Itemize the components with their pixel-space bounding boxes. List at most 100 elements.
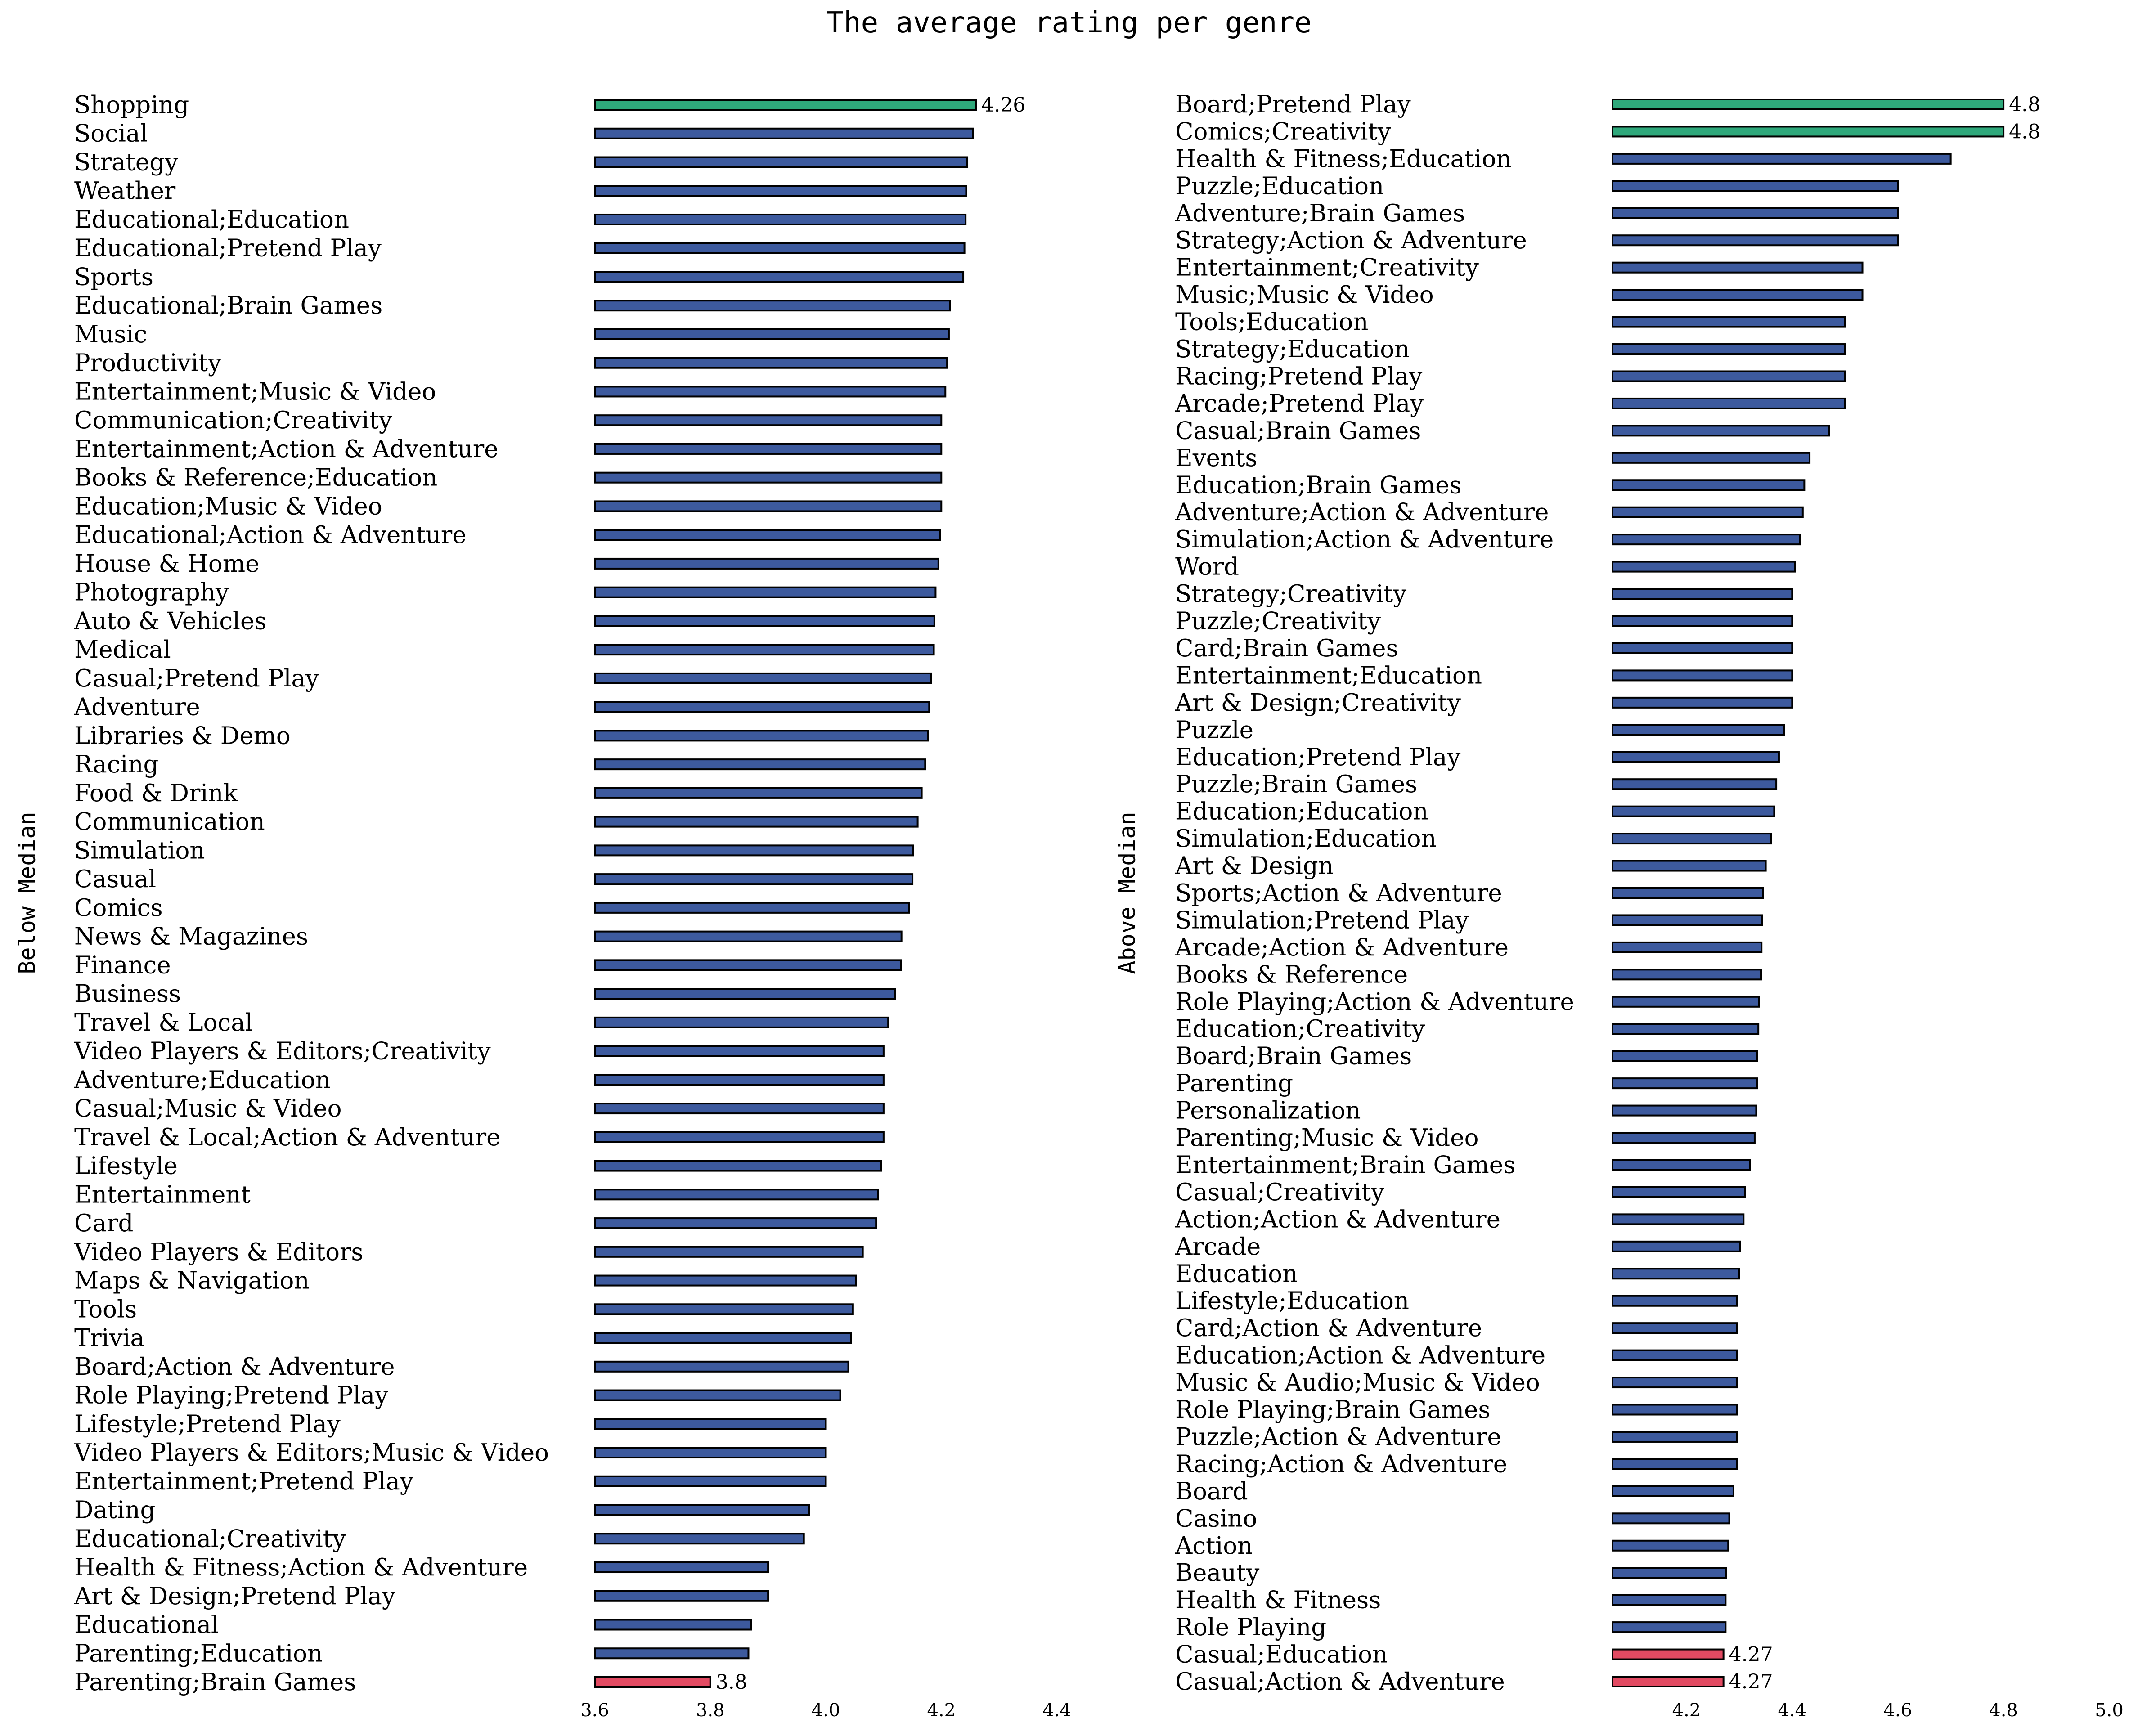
- category-label: Card;Brain Games: [1175, 635, 1398, 662]
- bar: [594, 844, 914, 857]
- category-label: Strategy;Creativity: [1175, 580, 1406, 608]
- category-label: Board;Brain Games: [1175, 1043, 1412, 1070]
- category-label: Health & Fitness: [1175, 1587, 1381, 1614]
- bar: [1612, 180, 1899, 192]
- bar: [594, 930, 903, 942]
- category-label: Racing: [74, 751, 158, 778]
- bar: [1612, 1023, 1760, 1035]
- bar: [594, 471, 943, 484]
- bar: [594, 529, 941, 541]
- bar: [594, 185, 967, 197]
- bar: [1612, 1539, 1729, 1552]
- x-tick-label: 4.2: [927, 1700, 956, 1721]
- category-label: Puzzle;Brain Games: [1175, 771, 1417, 798]
- bar: [594, 1074, 885, 1086]
- category-label: Education;Education: [1175, 798, 1428, 825]
- category-label: Casual;Creativity: [1175, 1179, 1384, 1206]
- x-tick-label: 4.0: [812, 1700, 840, 1721]
- category-label: Casual;Music & Video: [74, 1095, 342, 1122]
- category-label: Social: [74, 120, 148, 148]
- bar: [1612, 642, 1793, 654]
- bar: [594, 127, 974, 139]
- category-label: Simulation: [74, 837, 205, 864]
- bar: [1612, 370, 1846, 382]
- category-label: Arcade;Pretend Play: [1175, 390, 1424, 417]
- bar: [594, 443, 943, 455]
- category-label: Educational;Education: [74, 206, 349, 233]
- bar: [594, 300, 951, 312]
- category-label: Health & Fitness;Action & Adventure: [74, 1554, 528, 1581]
- bar: [1612, 207, 1899, 219]
- category-label: Books & Reference;Education: [74, 464, 437, 492]
- category-label: Health & Fitness;Education: [1175, 145, 1512, 173]
- left-y-axis-label: Below Median: [14, 812, 40, 974]
- category-label: Communication;Creativity: [74, 407, 392, 434]
- bar: [594, 1332, 852, 1344]
- bar: [594, 357, 948, 369]
- category-label: Entertainment: [74, 1181, 251, 1208]
- bar: [594, 873, 914, 885]
- category-label: Finance: [74, 951, 171, 979]
- category-label: Art & Design;Creativity: [1175, 689, 1461, 717]
- bar: [1612, 1186, 1746, 1198]
- bar: [594, 615, 935, 627]
- category-label: Role Playing: [1175, 1614, 1326, 1641]
- category-label: Arcade;Action & Adventure: [1175, 934, 1509, 961]
- bar: [1612, 615, 1793, 627]
- bar: [1612, 969, 1762, 981]
- category-label: Adventure;Education: [74, 1066, 331, 1094]
- category-label: Entertainment;Action & Adventure: [74, 435, 499, 463]
- bar: [1612, 1104, 1757, 1117]
- bar: [594, 1647, 750, 1660]
- category-label: Lifestyle;Pretend Play: [74, 1410, 341, 1438]
- bar: [1612, 1621, 1727, 1633]
- category-label: Personalization: [1175, 1097, 1361, 1125]
- category-label: Puzzle: [1175, 716, 1253, 744]
- category-label: Parenting;Brain Games: [74, 1669, 356, 1696]
- category-label: Photography: [74, 579, 229, 606]
- category-label: Tools: [74, 1296, 137, 1323]
- category-label: Educational;Brain Games: [74, 292, 382, 319]
- category-label: Strategy;Action & Adventure: [1175, 227, 1527, 254]
- category-label: News & Magazines: [74, 923, 308, 951]
- bar: [1612, 588, 1793, 600]
- category-label: Entertainment;Pretend Play: [74, 1468, 413, 1495]
- category-label: Beauty: [1175, 1559, 1259, 1587]
- category-label: House & Home: [74, 550, 259, 578]
- bar: [594, 1131, 885, 1143]
- bar: [594, 988, 896, 1000]
- bar: [1612, 751, 1780, 763]
- bar: [1612, 1594, 1727, 1606]
- category-label: Racing;Action & Adventure: [1175, 1450, 1507, 1478]
- category-label: Card;Action & Adventure: [1175, 1314, 1482, 1342]
- bar: [594, 644, 935, 656]
- bar: [1612, 1159, 1751, 1171]
- bar: [1612, 153, 1952, 165]
- category-label: Lifestyle;Education: [1175, 1287, 1409, 1315]
- bar: [594, 1475, 827, 1487]
- category-label: Arcade: [1175, 1233, 1261, 1261]
- bar: [1612, 833, 1772, 845]
- category-label: Events: [1175, 444, 1258, 472]
- value-label: 4.8: [2009, 120, 2040, 143]
- category-label: Parenting;Music & Video: [1175, 1124, 1478, 1152]
- x-tick-label: 4.4: [1778, 1700, 1807, 1721]
- category-label: Art & Design: [1175, 852, 1334, 880]
- bar: [1612, 1132, 1756, 1144]
- bar: [1612, 1676, 1725, 1687]
- value-label: 4.27: [1729, 1643, 1773, 1666]
- category-label: Word: [1175, 553, 1239, 581]
- bar: [1612, 1295, 1738, 1307]
- bar: [1612, 397, 1846, 409]
- bar: [594, 1447, 827, 1459]
- bar: [594, 1533, 805, 1545]
- bar: [594, 730, 929, 742]
- category-label: Action: [1175, 1532, 1253, 1560]
- bar: [1612, 805, 1775, 817]
- bar: [1612, 126, 2005, 138]
- category-label: Comics;Creativity: [1175, 118, 1391, 145]
- value-label: 4.8: [2009, 93, 2040, 116]
- category-label: Puzzle;Action & Adventure: [1175, 1423, 1501, 1451]
